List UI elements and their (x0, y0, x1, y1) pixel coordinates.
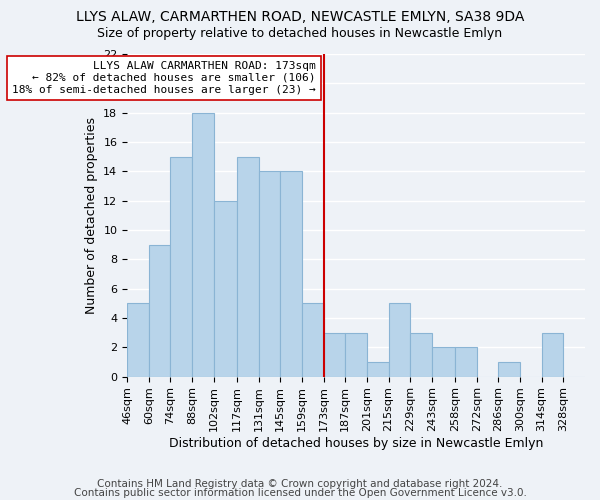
Text: LLYS ALAW CARMARTHEN ROAD: 173sqm
← 82% of detached houses are smaller (106)
18%: LLYS ALAW CARMARTHEN ROAD: 173sqm ← 82% … (12, 62, 316, 94)
Bar (542, 332, 563, 376)
Bar (345, 332, 367, 376)
Y-axis label: Number of detached properties: Number of detached properties (85, 117, 98, 314)
X-axis label: Distribution of detached houses by size in Newcastle Emlyn: Distribution of detached houses by size … (169, 437, 543, 450)
Text: Contains public sector information licensed under the Open Government Licence v3: Contains public sector information licen… (74, 488, 526, 498)
Bar (170, 156, 192, 376)
Bar (192, 112, 214, 376)
Bar (367, 362, 389, 376)
Bar (455, 348, 477, 376)
Bar (237, 156, 259, 376)
Bar (280, 172, 302, 376)
Bar (302, 304, 323, 376)
Text: LLYS ALAW, CARMARTHEN ROAD, NEWCASTLE EMLYN, SA38 9DA: LLYS ALAW, CARMARTHEN ROAD, NEWCASTLE EM… (76, 10, 524, 24)
Bar (259, 172, 280, 376)
Bar (389, 304, 410, 376)
Bar (149, 244, 170, 376)
Bar (214, 200, 237, 376)
Bar (323, 332, 345, 376)
Bar (127, 304, 149, 376)
Bar (499, 362, 520, 376)
Bar (432, 348, 455, 376)
Text: Size of property relative to detached houses in Newcastle Emlyn: Size of property relative to detached ho… (97, 28, 503, 40)
Text: Contains HM Land Registry data © Crown copyright and database right 2024.: Contains HM Land Registry data © Crown c… (97, 479, 503, 489)
Bar (410, 332, 432, 376)
